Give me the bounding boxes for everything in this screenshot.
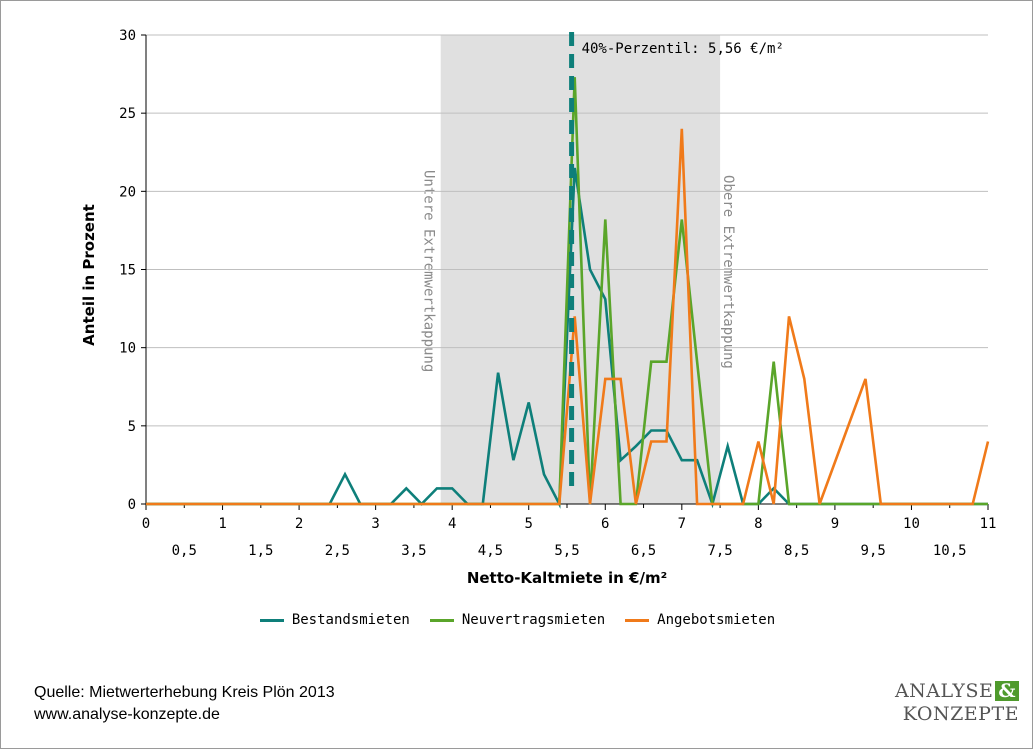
y-tick-label: 15 (119, 263, 136, 279)
x-tick-label: 7 (678, 516, 686, 532)
logo-line-2: KONZEPTE (902, 703, 1019, 725)
x-tick-label: 1 (218, 516, 226, 532)
percentile-marker-layer: 40%-Perzentil: 5,56 €/m² (569, 32, 784, 490)
line-chart: Untere Extremwertkappung Obere Extremwert… (80, 28, 996, 587)
x-tick-label: 3 (371, 516, 379, 532)
x-tick-label-half: 10,5 (933, 543, 967, 559)
x-tick-label-half: 5,5 (554, 543, 579, 559)
logo-ampersand: & (995, 681, 1019, 701)
x-tick-label-half: 0,5 (172, 543, 197, 559)
logo-line-1: ANALYSE & (895, 680, 1019, 703)
x-tick-label-half: 6,5 (631, 543, 656, 559)
x-tick-label: 10 (903, 516, 920, 532)
x-tick-label-half: 2,5 (325, 543, 350, 559)
axis-layer: 0 5 10 15 20 25 30 0 1 2 3 4 5 6 7 8 9 10 11 0,5 1,5 2,5 3,5 4,… (119, 28, 996, 559)
legend-swatch-neuvertragsmieten (429, 618, 454, 622)
source-line: Quelle: Mietwerterhebung Kreis Plön 2013 (34, 684, 335, 701)
series-layer (146, 77, 990, 509)
source-note: Quelle: Mietwerterhebung Kreis Plön 2013… (34, 682, 335, 726)
legend-swatch-bestandsmieten (259, 618, 284, 622)
legend-label-neuvertragsmieten: Neuvertragsmieten (461, 612, 606, 628)
x-tick-label: 11 (980, 516, 997, 532)
x-tick-label: 6 (601, 516, 609, 532)
legend-item-angebotsmieten: Angebotsmieten (625, 612, 775, 628)
x-tick-label-half: 8,5 (784, 543, 809, 559)
x-axis-title: Netto-Kaltmiete in €/m² (467, 569, 667, 587)
logo-word-analyse: ANALYSE (894, 680, 994, 702)
percentile-marker-label: 40%-Perzentil: 5,56 €/m² (582, 41, 784, 57)
band-label-upper: Obere Extremwertkappung (720, 175, 736, 369)
x-tick-label-half: 7,5 (707, 543, 732, 559)
legend: Bestandsmieten Neuvertragsmieten Angebot… (0, 612, 1035, 628)
x-tick-label: 8 (754, 516, 762, 532)
legend-item-bestandsmieten: Bestandsmieten (259, 612, 410, 628)
x-tick-label: 5 (525, 516, 533, 532)
x-tick-label-half: 1,5 (248, 543, 273, 559)
x-tick-label: 9 (831, 516, 839, 532)
x-tick-label: 4 (448, 516, 456, 532)
y-tick-label: 5 (128, 419, 136, 435)
legend-label-bestandsmieten: Bestandsmieten (291, 612, 410, 628)
y-tick-label: 10 (119, 341, 136, 357)
y-tick-label: 0 (128, 497, 136, 513)
company-logo: ANALYSE & KONZEPTE (895, 680, 1019, 726)
x-tick-label-half: 9,5 (861, 543, 886, 559)
legend-item-neuvertragsmieten: Neuvertragsmieten (429, 612, 606, 628)
legend-label-angebotsmieten: Angebotsmieten (657, 612, 776, 628)
series-line-bestandsmieten (146, 167, 988, 509)
x-tick-label: 0 (142, 516, 150, 532)
x-tick-label: 2 (295, 516, 303, 532)
series-line-angebotsmieten (146, 128, 990, 506)
source-url: www.analyse-konzepte.de (34, 706, 220, 723)
x-tick-label-half: 3,5 (401, 543, 426, 559)
legend-swatch-angebotsmieten (625, 618, 650, 622)
y-tick-label: 25 (119, 106, 136, 122)
y-axis-title: Anteil in Prozent (80, 204, 98, 346)
y-tick-label: 20 (119, 184, 136, 200)
x-tick-label-half: 4,5 (478, 543, 503, 559)
y-tick-label: 30 (119, 28, 136, 44)
series-line-neuvertragsmieten (146, 77, 988, 506)
band-label-lower: Untere Extremwertkappung (421, 170, 437, 372)
